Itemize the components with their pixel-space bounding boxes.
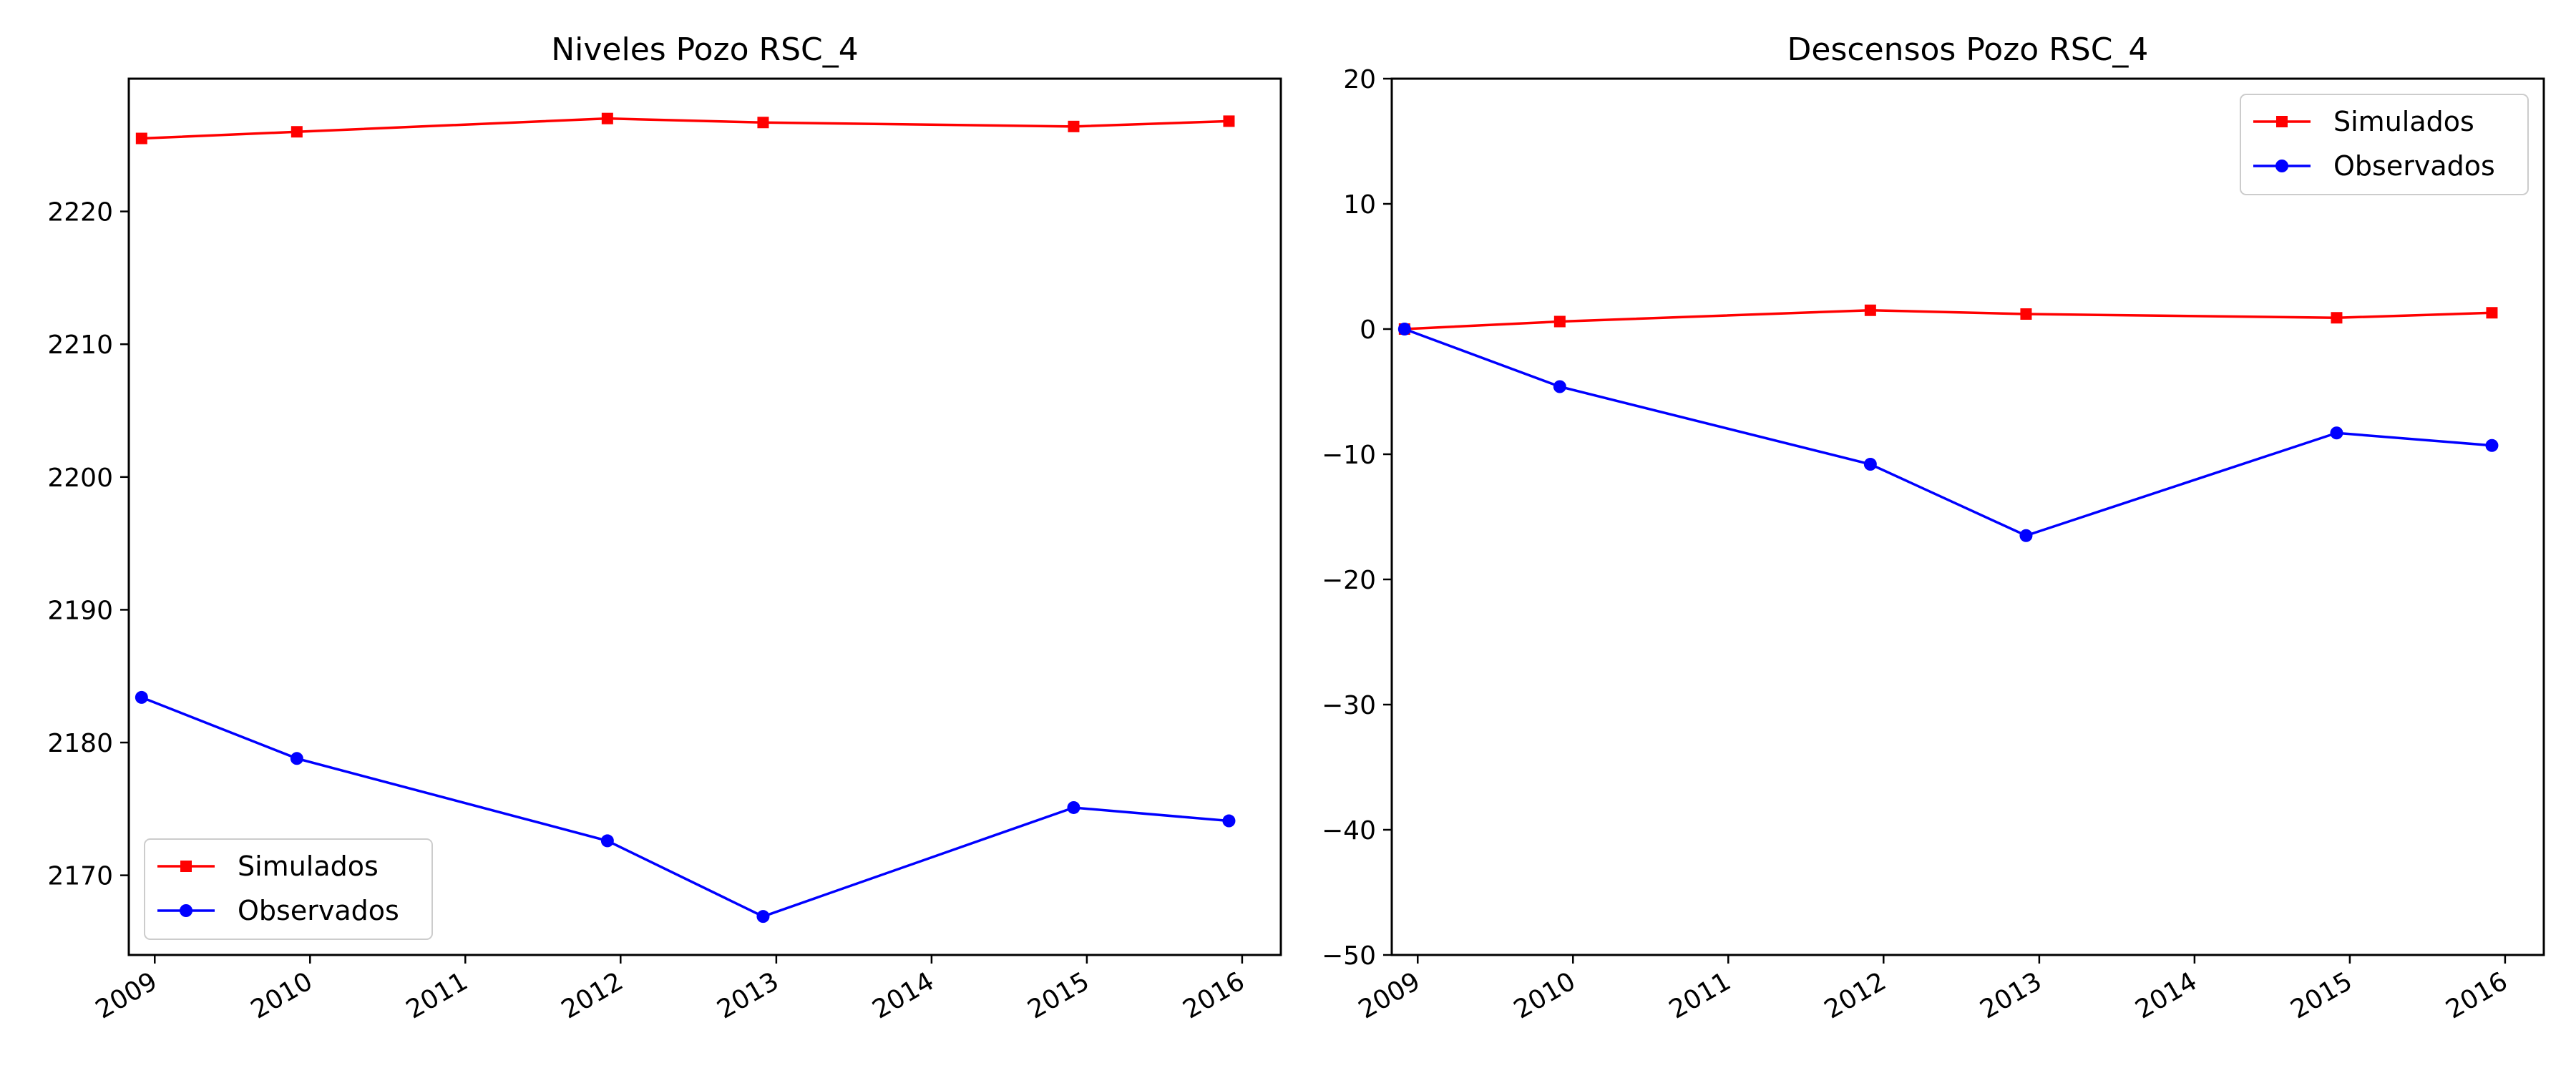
data-point: [1223, 115, 1235, 127]
plot-frame: [127, 77, 1282, 956]
y-tick-label: 2180: [47, 729, 113, 758]
data-point: [2020, 308, 2032, 320]
data-point: [2019, 529, 2033, 542]
legend-box: [2240, 94, 2529, 195]
data-point: [1067, 800, 1080, 814]
data-point: [1553, 380, 1566, 393]
data-point: [1068, 120, 1080, 132]
y-tick-label: −30: [1322, 691, 1376, 720]
data-point: [1222, 814, 1236, 828]
plot-frame: [1390, 77, 2545, 956]
data-point: [2330, 426, 2343, 440]
data-point: [290, 752, 303, 765]
data-point: [757, 117, 769, 129]
data-point: [1553, 315, 1566, 328]
data-point: [1397, 323, 1411, 335]
data-point: [756, 910, 770, 923]
legend: Simulados Observados: [144, 838, 433, 940]
legend: Simulados Observados: [2240, 94, 2529, 195]
data-point: [291, 126, 303, 138]
legend-box: [144, 838, 433, 940]
chart-title: Descensos Pozo RSC_4: [1787, 31, 2149, 68]
y-tick-label: −50: [1322, 941, 1376, 971]
y-tick-label: 2170: [47, 862, 113, 891]
legend-marker: [180, 861, 192, 872]
y-tick-label: 10: [1343, 190, 1376, 220]
chart-title: Niveles Pozo RSC_4: [551, 31, 859, 68]
data-point: [2486, 307, 2498, 319]
series-line: [141, 117, 1229, 140]
legend-marker: [180, 904, 192, 917]
y-tick-label: 0: [1360, 315, 1376, 345]
data-point: [2485, 438, 2499, 452]
legend-label: Observados: [238, 895, 399, 926]
legend-label: Simulados: [238, 851, 379, 882]
legend-marker: [2275, 160, 2288, 172]
y-tick-label: 2190: [47, 596, 113, 625]
y-tick-label: 20: [1343, 65, 1376, 94]
y-tick-label: −20: [1322, 566, 1376, 595]
legend-label: Observados: [2333, 150, 2495, 182]
plot-marks: [1397, 304, 2499, 542]
data-point: [135, 690, 148, 704]
y-tick-label: 2220: [47, 198, 113, 227]
data-point: [135, 132, 147, 144]
data-point: [1863, 458, 1877, 471]
plot-marks: [135, 112, 1236, 923]
chart-niveles: Niveles Pozo RSC_4 2170 2180 2190 2200 2210 2…: [47, 31, 1282, 1025]
y-tick-label: −40: [1322, 816, 1376, 846]
y-tick-label: 2210: [47, 330, 113, 360]
data-point: [600, 834, 614, 848]
series-line: [141, 696, 1229, 918]
legend-label: Simulados: [2333, 106, 2474, 137]
legend-marker: [2276, 116, 2288, 127]
y-tick-label: −10: [1322, 441, 1376, 470]
series-line: [1404, 308, 2492, 330]
y-tick-label: 2200: [47, 464, 113, 493]
data-point: [1864, 304, 1876, 316]
series-line: [1404, 328, 2492, 537]
data-point: [601, 112, 613, 124]
data-point: [2331, 312, 2343, 324]
